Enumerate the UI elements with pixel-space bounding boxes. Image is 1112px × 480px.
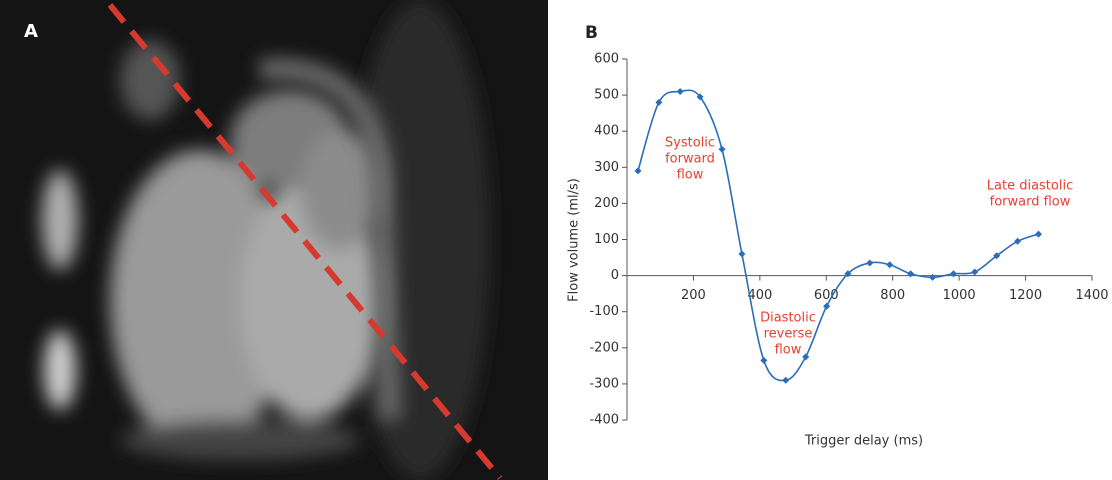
x-tick-label: 1400 xyxy=(1075,288,1108,303)
data-point xyxy=(760,356,768,364)
annotation: forward flow xyxy=(990,195,1071,210)
data-point xyxy=(971,268,979,276)
annotation: flow xyxy=(775,343,802,358)
y-tick-label: 600 xyxy=(594,52,619,67)
data-point xyxy=(782,376,790,384)
data-point xyxy=(866,259,874,267)
data-point xyxy=(696,93,704,101)
y-tick-label: 0 xyxy=(611,268,619,283)
slice-line xyxy=(107,3,503,480)
annotation: Late diastolic xyxy=(987,179,1073,194)
data-point xyxy=(718,145,726,153)
data-point xyxy=(844,270,852,278)
series-line xyxy=(637,89,1039,382)
data-point xyxy=(634,167,642,175)
data-point xyxy=(655,98,663,106)
y-tick-label: -100 xyxy=(589,304,619,319)
data-point xyxy=(993,252,1001,260)
data-point xyxy=(676,87,684,95)
y-tick-label: -400 xyxy=(589,413,619,428)
data-point xyxy=(1014,237,1022,245)
data-point xyxy=(929,273,937,281)
y-tick-label: 100 xyxy=(594,232,619,247)
y-tick-label: 400 xyxy=(594,124,619,139)
annotation: forward xyxy=(665,152,715,167)
data-point xyxy=(1035,230,1043,238)
annotation: Diastolic xyxy=(760,311,816,326)
mri-image: A xyxy=(0,0,548,480)
x-tick-label: 1000 xyxy=(943,288,976,303)
data-point xyxy=(738,250,746,258)
heart-shapes xyxy=(42,0,490,480)
y-tick-label: 200 xyxy=(594,196,619,211)
annotation: reverse xyxy=(764,327,813,342)
y-tick-label: -200 xyxy=(589,340,619,355)
y-tick-label: 500 xyxy=(594,88,619,103)
x-tick-label: 1200 xyxy=(1009,288,1042,303)
annotation: Systolic xyxy=(665,136,715,151)
x-tick-label: 200 xyxy=(681,288,706,303)
data-point xyxy=(949,270,957,278)
panel-label: B xyxy=(585,23,598,43)
data-point xyxy=(823,302,831,310)
y-axis-label: Flow volume (ml/s) xyxy=(567,178,582,302)
x-axis-label: Trigger delay (ms) xyxy=(804,434,923,449)
data-point xyxy=(907,270,915,278)
annotation: flow xyxy=(677,168,704,183)
data-point xyxy=(802,353,810,361)
y-tick-label: -300 xyxy=(589,376,619,391)
x-tick-label: 600 xyxy=(814,288,839,303)
data-point xyxy=(886,261,894,269)
x-tick-label: 400 xyxy=(747,288,772,303)
y-tick-label: 300 xyxy=(594,160,619,175)
panel-label: A xyxy=(24,21,38,42)
x-tick-label: 800 xyxy=(880,288,905,303)
